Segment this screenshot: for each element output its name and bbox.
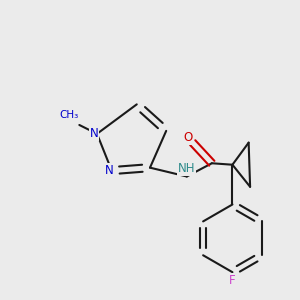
Text: F: F: [229, 274, 236, 287]
Text: O: O: [184, 131, 193, 144]
Text: CH₃: CH₃: [59, 110, 79, 120]
Text: N: N: [90, 127, 98, 140]
Text: NH: NH: [178, 162, 195, 175]
Text: N: N: [104, 164, 113, 177]
